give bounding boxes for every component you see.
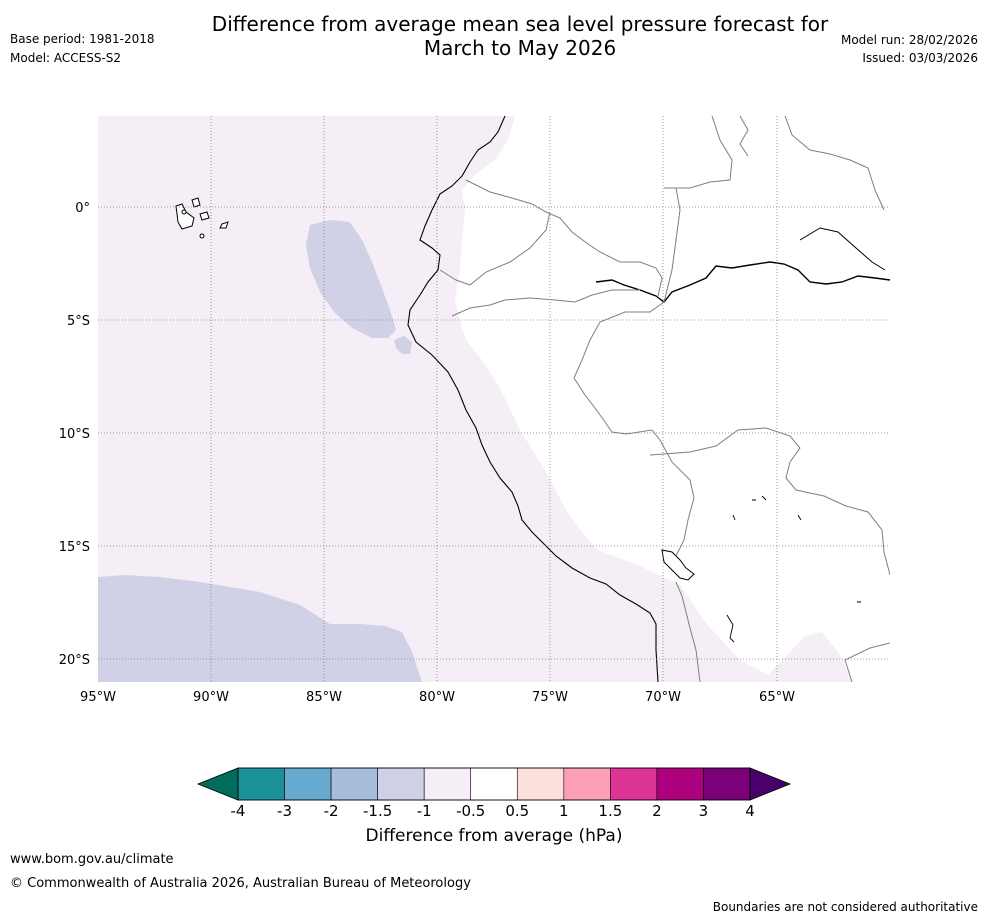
colorbar-segment (703, 767, 751, 801)
anomaly-region-blue-south (98, 575, 422, 682)
lat-label: 15°S (59, 540, 90, 555)
amazon-river (595, 261, 890, 303)
colorbar-tick-label: 1 (559, 802, 569, 820)
colorbar-tick-label: 4 (745, 802, 755, 820)
lon-label: 75°W (532, 690, 568, 705)
model-run-text: Model run: 28/02/2026 (840, 33, 978, 47)
colorbar-segment (377, 767, 425, 801)
colorbar-tick-label: 1.5 (598, 802, 622, 820)
colorbar-segment (563, 767, 611, 801)
gridlines (98, 116, 890, 682)
anomaly-region-blue-spot (394, 336, 412, 354)
colorbar-segment (470, 767, 518, 801)
lat-label: 10°S (59, 427, 90, 442)
disclaimer-text: Boundaries are not considered authoritat… (712, 900, 978, 914)
copyright-text: © Commonwealth of Australia 2026, Austra… (10, 876, 471, 891)
lon-label: 90°W (193, 690, 229, 705)
colorbar-tick-label: 3 (699, 802, 709, 820)
anomaly-region-white (455, 116, 890, 682)
base-period-text: Base period: 1981-2018 (10, 32, 155, 46)
coastline (407, 116, 659, 682)
colorbar-tick-label: 0.5 (505, 802, 529, 820)
lon-label: 65°W (759, 690, 795, 705)
colorbar: -4 -3 -2 -1.5 -1 -0.5 0.5 1 1.5 2 3 4 (196, 767, 792, 820)
colorbar-tick-label: 2 (652, 802, 662, 820)
colorbar-low-extend (196, 767, 239, 801)
colorbar-tick-label: -1 (417, 802, 432, 820)
colorbar-tick-label: -2 (324, 802, 339, 820)
title-line-2: March to May 2026 (423, 36, 617, 60)
lon-label: 95°W (80, 690, 116, 705)
colorbar-segment (656, 767, 704, 801)
colorbar-ticks: -4 -3 -2 -1.5 -1 -0.5 0.5 1 1.5 2 3 4 (231, 802, 755, 820)
colorbar-tick-label: -4 (231, 802, 246, 820)
colorbar-segment (284, 767, 332, 801)
model-text: Model: ACCESS-S2 (10, 51, 122, 65)
galapagos-islands (175, 197, 229, 239)
lat-label: 5°S (67, 314, 90, 329)
colorbar-segment (237, 767, 285, 801)
river-branch (799, 227, 886, 271)
anomaly-region-blue-north (306, 220, 396, 338)
website-link[interactable]: www.bom.gov.au/climate (10, 852, 174, 867)
colorbar-segment (610, 767, 658, 801)
colorbar-label: Difference from average (hPa) (365, 826, 623, 846)
lon-label: 70°W (645, 690, 681, 705)
lon-label: 80°W (419, 690, 455, 705)
colorbar-tick-label: -3 (277, 802, 292, 820)
lat-label: 20°S (59, 653, 90, 668)
lat-label: 0° (75, 201, 90, 216)
colorbar-tick-label: -1.5 (363, 802, 392, 820)
map-area (98, 116, 890, 682)
country-borders (439, 116, 890, 682)
title-line-1: Difference from average mean sea level p… (211, 12, 829, 36)
interior-lakes (726, 495, 861, 643)
colorbar-segment (516, 767, 565, 801)
colorbar-high-extend (749, 767, 792, 801)
colorbar-segment (330, 767, 378, 801)
lon-label: 85°W (306, 690, 342, 705)
chart-title: Difference from average mean sea level p… (150, 12, 890, 60)
colorbar-segment (423, 767, 472, 801)
issued-text: Issued: 03/03/2026 (862, 51, 978, 65)
colorbar-tick-label: -0.5 (456, 802, 485, 820)
colorbar-segments (237, 767, 751, 801)
